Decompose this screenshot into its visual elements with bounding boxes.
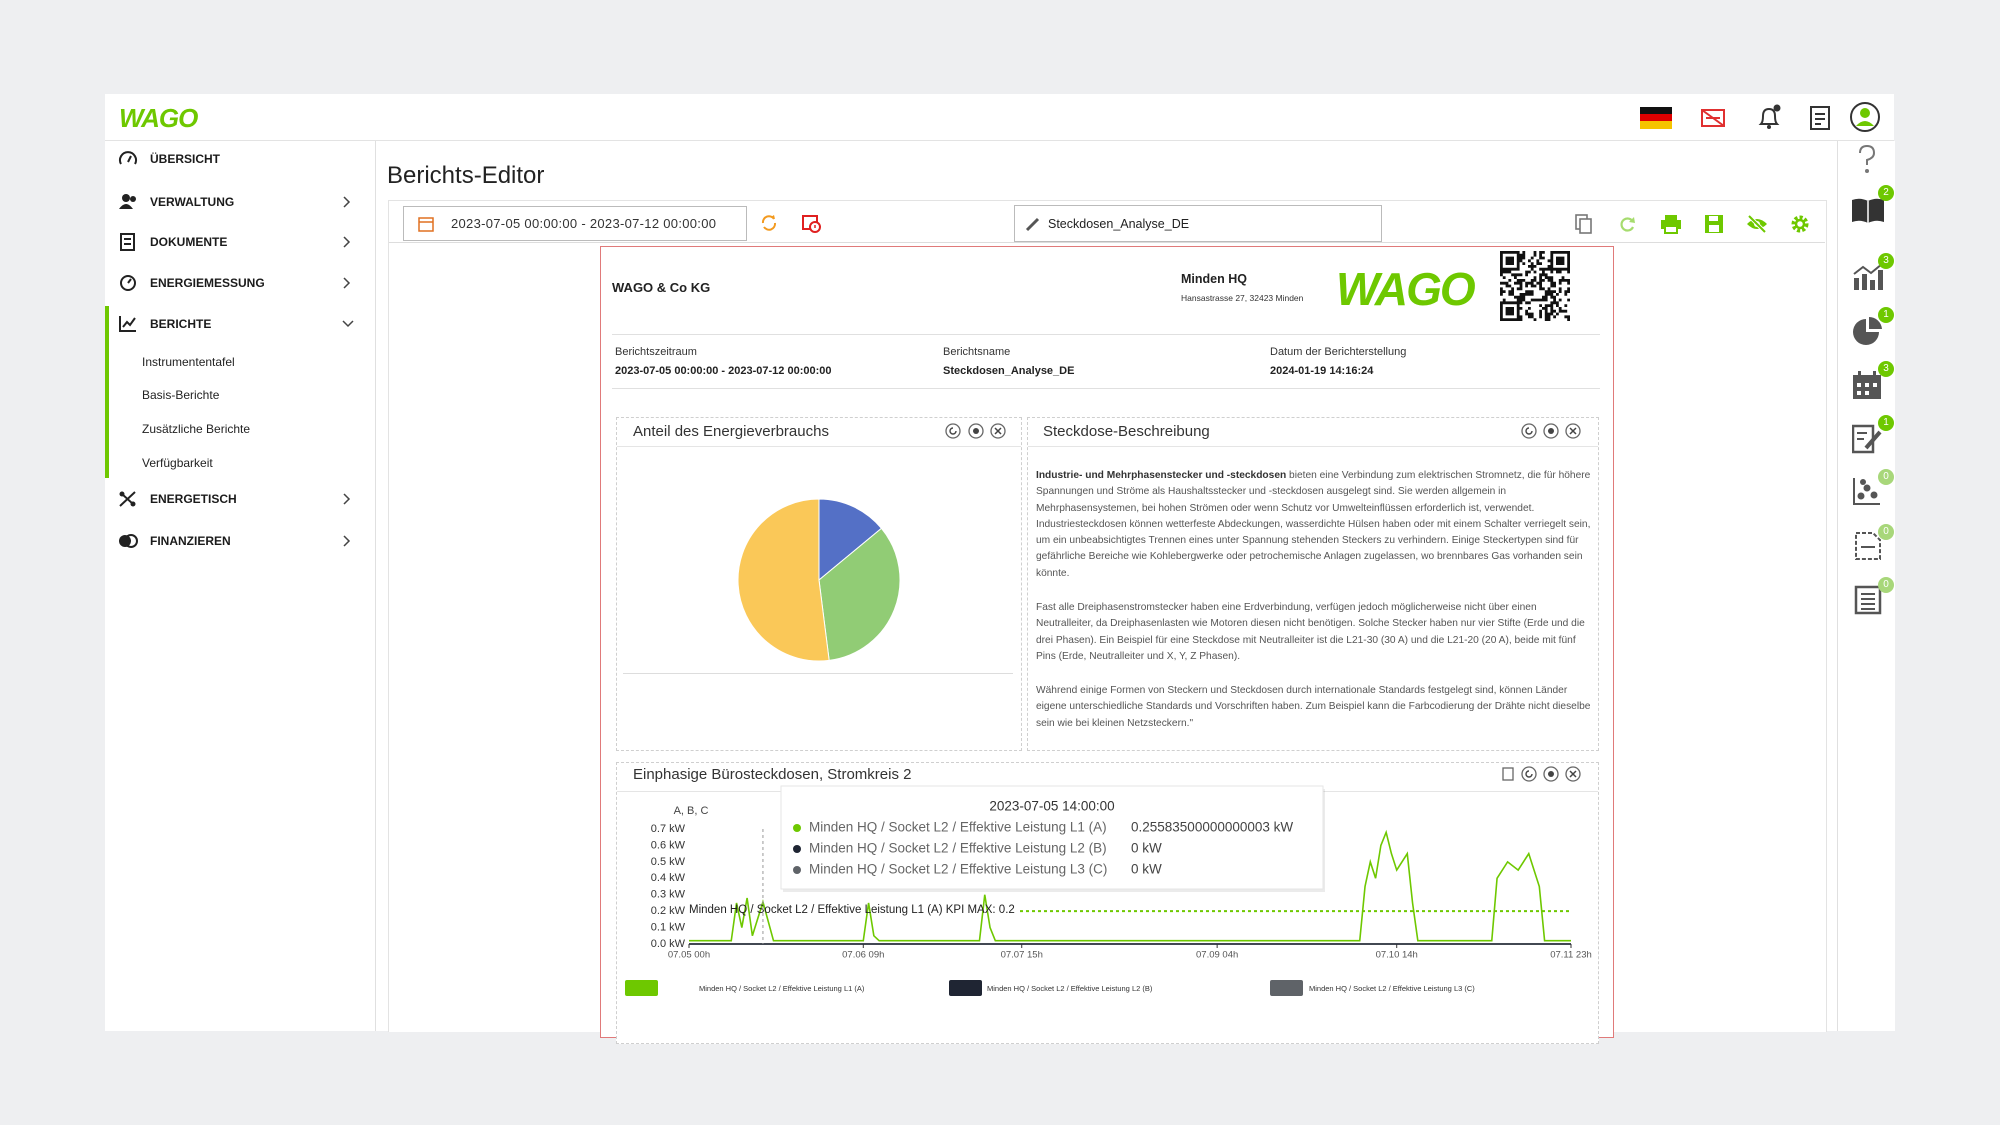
text: bieten eine Verbindung zum elektrischen … [1036,470,1591,579]
active-indicator [105,306,109,478]
save-button[interactable] [1704,214,1724,234]
badge: 2 [1878,185,1894,201]
nav-item[interactable]: ENERGETISCH [105,484,375,514]
copy-button[interactable] [1574,213,1594,235]
pie-widget [616,417,1022,751]
schedule[interactable] [801,213,821,233]
nav-label: DOKUMENTE [150,235,228,249]
manual-icon[interactable] [1851,196,1885,224]
language-flag[interactable] [1640,107,1672,129]
nav-label: BERICHTE [150,317,212,331]
badge: 0 [1878,577,1894,593]
meta-value: 2024-01-19 14:16:24 [1270,365,1374,377]
site-name: Minden HQ [1181,272,1247,286]
meta-label: Datum der Berichterstellung [1270,346,1407,358]
logo[interactable]: WAGO [119,103,198,133]
nav-subitem[interactable]: Zusätzliche Berichte [142,422,251,436]
widget-title: Anteil des Energieverbrauchs [633,423,829,440]
widget-title: Steckdose-Beschreibung [1043,423,1210,440]
badge: 1 [1878,307,1894,323]
nav-subitem[interactable]: Basis-Berichte [142,388,220,402]
nav-label: FINANZIEREN [150,534,231,548]
hide-button[interactable] [1745,214,1769,234]
lead: Industrie- und Mehrphasenstecker und -st… [1036,470,1287,481]
sidebar [105,141,376,1031]
meta-label: Berichtsname [943,346,1011,358]
reset-date[interactable] [759,213,779,233]
divider [623,673,1013,674]
date-range: 2023-07-05 00:00:00 - 2023-07-12 00:00:0… [451,216,717,231]
badge: 0 [1878,524,1894,540]
user-avatar[interactable] [1849,101,1881,133]
date-range-picker[interactable]: 2023-07-05 00:00:00 - 2023-07-12 00:00:0… [403,206,747,241]
top-bar [105,94,1894,141]
nav-item[interactable]: FINANZIEREN [105,526,375,556]
nav-subitem[interactable]: Instrumententafel [142,355,235,369]
meta-value: 2023-07-05 00:00:00 - 2023-07-12 00:00:0… [615,365,832,377]
badge: 1 [1878,415,1894,431]
nav-item[interactable]: DOKUMENTE [105,227,375,257]
nav-item[interactable]: VERWALTUNG [105,187,375,217]
paragraph: Fast alle Dreiphasenstromstecker haben e… [1036,602,1585,662]
scatter-icon[interactable] [1852,476,1882,506]
divider [612,388,1600,389]
nav-item[interactable]: ENERGIEMESSUNG [105,268,375,298]
refresh-button[interactable] [1618,214,1638,234]
badge: 3 [1878,253,1894,269]
qr-code [1500,251,1570,321]
description-widget [1027,417,1599,751]
calendar-icon[interactable] [1852,370,1882,400]
widget-title: Einphasige Bürosteckdosen, Stromkreis 2 [633,766,912,783]
nav-label: ÜBERSICHT [150,152,221,166]
toolbar-divider [389,242,1825,243]
pie-icon[interactable] [1851,316,1883,348]
company-name: WAGO & Co KG [612,280,711,295]
nav-subitem[interactable]: Verfügbarkeit [142,456,213,470]
report-name-input[interactable]: Steckdosen_Analyse_DE [1014,205,1382,242]
badge: 0 [1878,469,1894,485]
print-button[interactable] [1660,214,1682,234]
edit-report-icon[interactable] [1852,424,1882,454]
nav-item[interactable]: BERICHTE [105,309,375,339]
list-icon[interactable] [1853,585,1883,615]
nav-label: VERWALTUNG [150,195,235,209]
line-widget [616,762,1599,1044]
alert-toggle[interactable] [1700,106,1726,130]
document-icon[interactable] [1853,531,1883,561]
paragraph: Während einige Formen von Steckern und S… [1036,685,1591,729]
meta-value: Steckdosen_Analyse_DE [943,365,1075,377]
notifications[interactable] [1756,104,1782,132]
paragraph: Industrie- und Mehrphasenstecker und -st… [1036,468,1594,582]
nav-label: ENERGIEMESSUNG [150,276,265,290]
settings-button[interactable] [1790,214,1810,234]
divider [612,334,1600,335]
badge: 3 [1878,361,1894,377]
chart-icon[interactable] [1851,262,1885,292]
report-name: Steckdosen_Analyse_DE [1048,217,1190,231]
meta-label: Berichtszeitraum [615,346,697,358]
nav-label: ENERGETISCH [150,492,237,506]
tasks[interactable] [1808,104,1832,132]
help-icon[interactable] [1852,143,1882,175]
qr-pattern [1500,251,1570,321]
page-title: Berichts-Editor [387,162,545,189]
site-address: Hansastrasse 27, 32423 Minden [1181,293,1304,303]
report-logo: WAGO [1336,263,1476,315]
nav-item[interactable]: ÜBERSICHT [105,144,375,174]
